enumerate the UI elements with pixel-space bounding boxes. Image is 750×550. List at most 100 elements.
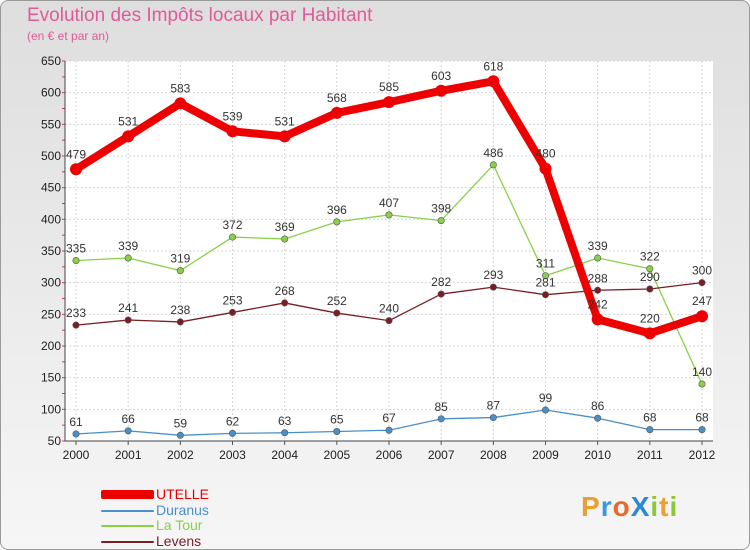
- data-point: [72, 321, 80, 329]
- data-label: 479: [66, 147, 86, 161]
- x-tick-label: 2007: [428, 448, 455, 462]
- data-point: [698, 426, 706, 434]
- data-label: 281: [535, 276, 555, 290]
- data-point: [489, 161, 497, 169]
- data-label: 61: [69, 415, 83, 429]
- data-point: [174, 97, 187, 110]
- proxiti-logo: ProXiti: [581, 491, 678, 523]
- x-tick-label: 2004: [271, 448, 298, 462]
- data-point: [333, 427, 341, 435]
- data-point: [646, 285, 654, 293]
- y-tick-label: 500: [41, 149, 61, 163]
- data-point: [383, 96, 395, 109]
- data-labels: 479 531 583 539 531 568 585 603 618 480 242 220 247 6…: [66, 59, 712, 430]
- series-lines: [70, 75, 708, 439]
- data-point: [591, 313, 604, 326]
- legend-label: Levens: [156, 532, 202, 549]
- data-label: 322: [640, 250, 660, 264]
- legend-label: La Tour: [156, 517, 203, 533]
- legend-swatch: [101, 540, 154, 543]
- data-point: [278, 130, 291, 143]
- data-point: [385, 317, 393, 325]
- data-label: 65: [330, 413, 344, 427]
- chart-title: Evolution des Impôts locaux par Habitant: [27, 5, 373, 26]
- y-tick-label: 400: [41, 212, 61, 226]
- x-tick-label: 2003: [219, 448, 246, 462]
- legend-label: Duranus: [156, 501, 209, 518]
- data-point: [176, 318, 184, 326]
- y-tick-label: 300: [41, 276, 61, 290]
- data-label: 583: [170, 81, 190, 95]
- data-point: [539, 162, 552, 175]
- data-label: 220: [640, 311, 660, 325]
- data-label: 407: [379, 196, 399, 210]
- logo-letter: r: [600, 491, 613, 522]
- data-label: 568: [327, 91, 347, 105]
- x-tick-label: 2010: [584, 448, 611, 462]
- data-label: 282: [431, 275, 451, 289]
- chart-subtitle: (en € et par an): [27, 29, 110, 43]
- data-point: [124, 316, 132, 324]
- data-label: 339: [588, 239, 608, 253]
- y-tick-label: 150: [41, 371, 61, 385]
- y-tick-label: 550: [41, 117, 61, 131]
- data-label: 311: [536, 257, 555, 271]
- data-label: 293: [483, 268, 503, 282]
- data-label: 585: [379, 80, 399, 94]
- data-label: 67: [382, 411, 396, 425]
- data-label: 247: [692, 294, 712, 308]
- x-tick-label: 2009: [532, 448, 559, 462]
- y-tick-label: 650: [41, 54, 61, 68]
- data-label: 398: [431, 202, 451, 216]
- data-point: [489, 414, 497, 422]
- legend-label: UTELLE: [156, 486, 209, 502]
- data-point: [226, 125, 239, 138]
- x-tick-label: 2002: [167, 448, 194, 462]
- data-label: 369: [275, 220, 295, 234]
- data-label: 87: [487, 399, 501, 413]
- data-label: 86: [591, 399, 605, 413]
- data-label: 603: [431, 69, 451, 83]
- y-tick-label: 100: [41, 402, 61, 416]
- y-tick-label: 600: [41, 86, 61, 100]
- data-label: 99: [539, 391, 553, 405]
- data-point: [489, 283, 497, 291]
- logo-letter: i: [650, 491, 660, 522]
- x-tick-label: 2006: [376, 448, 403, 462]
- data-point: [229, 429, 237, 437]
- logo-letter: X: [630, 491, 651, 522]
- data-label: 62: [226, 414, 240, 428]
- axes: 50 100 150 200 250 300 350 400 450 500 550 600 650 20…: [41, 54, 716, 462]
- data-point: [435, 84, 448, 97]
- logo-letter: i: [669, 491, 679, 522]
- data-label: 242: [588, 297, 608, 311]
- logo-letter: o: [612, 491, 631, 522]
- y-tick-label: 50: [48, 434, 62, 448]
- x-tick-label: 2011: [637, 448, 663, 462]
- logo-letter: P: [581, 491, 601, 522]
- data-label: 268: [275, 284, 295, 298]
- data-point: [124, 427, 132, 435]
- logo-letter: t: [659, 491, 670, 522]
- legend-swatch: [101, 509, 154, 512]
- data-label: 539: [222, 109, 242, 123]
- x-tick-label: 2001: [115, 448, 142, 462]
- data-point: [698, 279, 706, 287]
- data-point: [281, 299, 289, 307]
- data-label: 240: [379, 302, 399, 316]
- data-label: 85: [434, 400, 448, 414]
- data-point: [487, 75, 500, 88]
- y-tick-label: 450: [41, 181, 61, 195]
- data-label: 241: [118, 301, 138, 315]
- legend-swatch: [101, 490, 154, 499]
- data-label: 618: [483, 59, 503, 73]
- data-label: 252: [327, 294, 347, 308]
- data-point: [176, 267, 184, 275]
- data-label: 68: [643, 411, 657, 425]
- data-label: 339: [118, 239, 138, 253]
- data-label: 288: [588, 271, 608, 285]
- y-tick-label: 250: [41, 307, 61, 321]
- data-point: [643, 327, 656, 340]
